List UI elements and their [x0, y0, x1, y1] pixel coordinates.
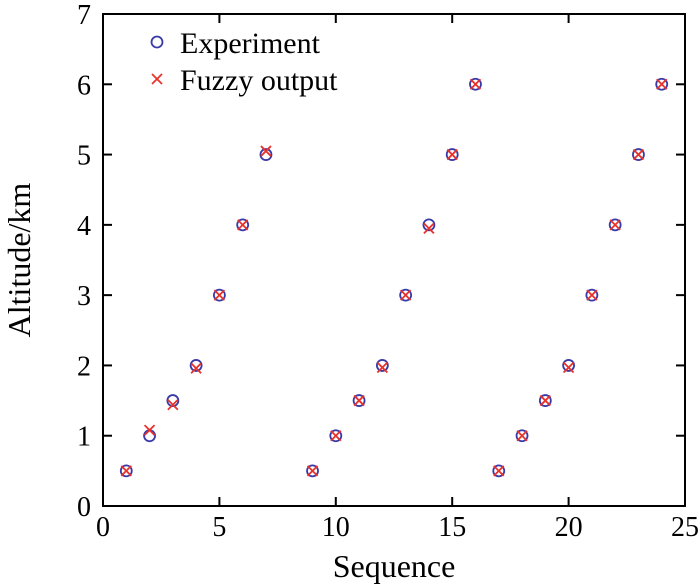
experiment-point: [399, 288, 413, 302]
y-tick-label: 3: [77, 281, 91, 312]
fuzzy-output-point: [493, 465, 505, 477]
experiment-point: [632, 148, 645, 161]
fuzzy-output-point: [237, 219, 249, 231]
fuzzy-output-point: [120, 465, 132, 477]
fuzzy-output-point: [260, 145, 272, 157]
fuzzy-output-point: [656, 78, 668, 90]
experiment-point: [143, 429, 156, 443]
plot-frame: [102, 13, 686, 507]
x-axis-title: Sequence: [333, 548, 456, 584]
fuzzy-output-point: [400, 289, 412, 301]
legend: Experiment Fuzzy output: [150, 27, 338, 97]
fuzzy-output-point: [213, 289, 226, 301]
y-tick-label: 6: [77, 70, 91, 101]
fuzzy-output-point: [190, 362, 202, 374]
experiment-point: [352, 394, 366, 407]
experiment-point: [562, 359, 575, 372]
experiment-point: [375, 359, 389, 372]
y-axis-title: Altitude/km: [1, 183, 37, 338]
experiment-point: [538, 394, 552, 407]
fuzzy-output-point: [306, 465, 319, 477]
fuzzy-output-point: [446, 148, 458, 161]
x-tick-label: 20: [555, 512, 583, 543]
fuzzy-output-point: [330, 430, 342, 442]
y-tick-label: 5: [77, 141, 91, 172]
experiment-point: [515, 429, 529, 443]
experiment-point: [422, 218, 436, 232]
experiment-point: [469, 77, 482, 91]
y-tick-label: 0: [77, 492, 91, 523]
experiment-point: [189, 359, 203, 372]
experiment-point: [259, 148, 273, 161]
fuzzy-output-point: [423, 222, 435, 235]
fuzzy-output-point: [516, 430, 528, 442]
fuzzy-output-point: [539, 394, 551, 407]
x-tick-label: 25: [671, 512, 699, 543]
experiment-point: [445, 148, 459, 161]
y-tick-label: 1: [77, 422, 91, 453]
legend-x-marker: [151, 73, 163, 85]
fuzzy-output-point: [609, 219, 621, 231]
experiment-point: [608, 218, 622, 232]
fuzzy-output-point: [562, 361, 575, 374]
experiment-point: [329, 429, 343, 443]
experiment-point: [655, 77, 669, 91]
fuzzy-output-point: [586, 289, 598, 301]
x-tick-label: 5: [212, 512, 226, 543]
fuzzy-output-point: [376, 361, 388, 374]
fuzzy-output-point: [469, 78, 482, 90]
fuzzy-output-point: [632, 148, 645, 161]
x-tick-label: 0: [96, 512, 110, 543]
experiment-point: [212, 288, 226, 302]
experiment-point: [236, 218, 250, 232]
legend-label: Experiment: [180, 27, 321, 60]
fuzzy-output-point: [353, 394, 365, 407]
y-tick-label: 7: [77, 0, 91, 31]
experiment-point: [585, 288, 599, 302]
legend-label: Fuzzy output: [180, 64, 338, 97]
experiment-point: [166, 394, 180, 407]
experiment-point: [492, 464, 506, 478]
data-points: [119, 77, 669, 478]
x-tick-label: 10: [322, 512, 350, 543]
fuzzy-output-point: [167, 399, 179, 411]
experiment-point: [119, 464, 133, 478]
x-tick-label: 15: [438, 512, 466, 543]
tick-layer: 0 5 10 15 20 25 0 1 2 3 4 5 6 7: [77, 0, 699, 543]
legend-circle-marker: [150, 35, 164, 49]
experiment-point: [306, 464, 319, 478]
y-tick-label: 2: [77, 351, 91, 382]
fuzzy-output-point: [143, 424, 156, 436]
y-tick-label: 4: [77, 211, 91, 242]
